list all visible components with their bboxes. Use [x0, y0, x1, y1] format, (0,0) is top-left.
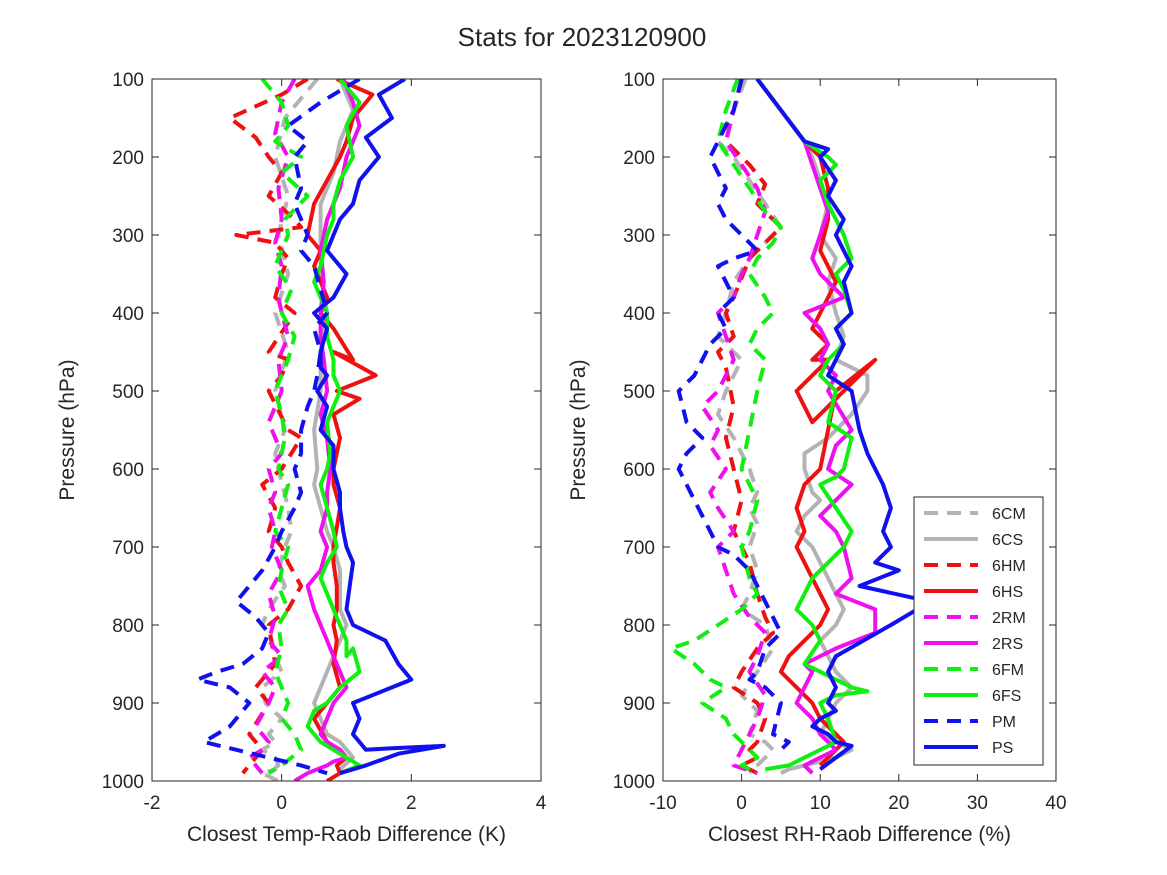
series-line-ps — [755, 79, 933, 771]
series-line-ps — [312, 79, 446, 776]
series-group — [668, 79, 933, 776]
series-line-6fs — [755, 79, 870, 772]
x-tick-label: 4 — [536, 793, 547, 814]
x-tick-label: 2 — [406, 793, 417, 814]
y-axis-label: Pressure (hPa) — [567, 359, 590, 500]
legend-label-6cm: 6CM — [992, 506, 1026, 523]
series-line-6fs — [305, 79, 362, 776]
series-line-2rm — [247, 79, 297, 775]
y-tick-label: 300 — [623, 226, 655, 247]
legend-label-6cs: 6CS — [992, 532, 1023, 549]
y-tick-label: 200 — [112, 148, 144, 169]
series-line-6cm — [260, 79, 319, 781]
y-tick-label: 1000 — [613, 772, 655, 793]
x-axis-label: Closest RH-Raob Difference (%) — [708, 823, 1011, 846]
y-tick-label: 400 — [623, 304, 655, 325]
axes-box — [662, 78, 1057, 782]
x-tick-label: 30 — [967, 793, 988, 814]
y-tick-label: 100 — [112, 70, 144, 91]
legend: 6CM 6CS 6HM 6HS 2RM 2RS 6FM 6FS PM PS — [913, 496, 1044, 766]
x-tick-label: 40 — [1045, 793, 1066, 814]
series-line-2rs — [293, 79, 362, 781]
y-tick-label: 700 — [112, 538, 144, 559]
y-tick-label: 1000 — [102, 772, 144, 793]
rh-difference-panel: -10 0 10 20 30 40 100 200 300 400 500 600 700 800 900 1… — [567, 70, 1067, 846]
y-tick-label: 800 — [112, 616, 144, 637]
y-tick-label: 800 — [623, 616, 655, 637]
legend-label-6hm: 6HM — [992, 558, 1026, 575]
series-line-2rm — [700, 79, 768, 776]
legend-label-6hs: 6HS — [992, 584, 1023, 601]
y-tick-label: 100 — [623, 70, 655, 91]
series-line-6hm — [227, 79, 309, 775]
x-tick-label: 10 — [810, 793, 831, 814]
x-tick-label: 20 — [888, 793, 909, 814]
x-axis-label: Closest Temp-Raob Difference (K) — [187, 823, 506, 846]
legend-label-2rm: 2RM — [992, 610, 1026, 627]
axes-box — [151, 78, 542, 782]
series-line-6hs — [305, 79, 378, 781]
legend-label-6fs: 6FS — [992, 688, 1021, 705]
x-tick-label: -2 — [144, 793, 161, 814]
series-line-pm — [676, 79, 791, 752]
y-tick-label: 600 — [112, 460, 144, 481]
y-tick-label: 400 — [112, 304, 144, 325]
series-line-6fm — [260, 79, 310, 775]
series-line-2rs — [755, 79, 878, 775]
legend-label-2rs: 2RS — [992, 636, 1023, 653]
y-tick-label: 500 — [623, 382, 655, 403]
temp-difference-panel: -2 0 2 4 100 200 300 400 500 600 700 800 900 1000 Clos… — [56, 70, 547, 846]
y-tick-label: 600 — [623, 460, 655, 481]
y-axis-label: Pressure (hPa) — [56, 359, 79, 500]
y-tick-label: 300 — [112, 226, 144, 247]
series-line-pm — [195, 79, 361, 776]
series-group — [195, 79, 446, 781]
y-tick-label: 700 — [623, 538, 655, 559]
legend-label-ps: PS — [992, 740, 1013, 757]
x-tick-label: 0 — [736, 793, 747, 814]
y-tick-label: 900 — [623, 694, 655, 715]
series-line-6hs — [755, 79, 878, 767]
legend-label-6fm: 6FM — [992, 662, 1024, 679]
x-tick-label: 0 — [276, 793, 287, 814]
legend-label-pm: PM — [992, 714, 1016, 731]
y-tick-label: 900 — [112, 694, 144, 715]
y-tick-label: 500 — [112, 382, 144, 403]
x-tick-label: -10 — [649, 793, 676, 814]
figure-title: Stats for 2023120900 — [458, 22, 707, 52]
y-tick-label: 200 — [623, 148, 655, 169]
